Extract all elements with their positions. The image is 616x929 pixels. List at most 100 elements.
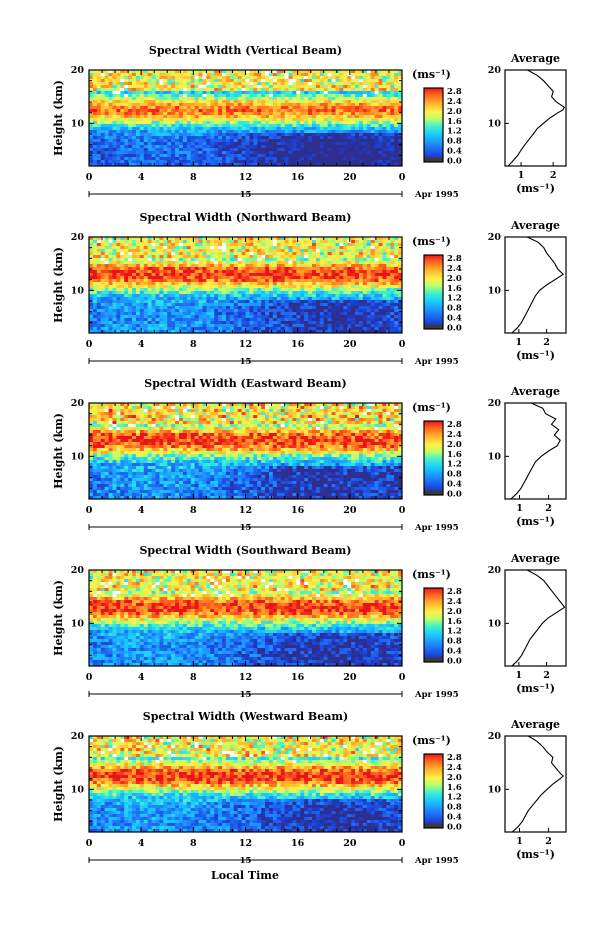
heatmap-cell <box>398 288 403 292</box>
heatmap-cell <box>304 157 309 161</box>
heatmap-cell <box>233 112 239 116</box>
heatmap-cell <box>315 264 321 268</box>
heatmap-cell <box>296 303 301 307</box>
heatmap-cell <box>143 133 149 137</box>
heatmap-cell <box>206 315 211 319</box>
heatmap-cell <box>202 100 207 104</box>
heatmap-cell <box>89 288 94 292</box>
heatmap-cell <box>292 82 297 86</box>
heatmap-cell <box>202 267 207 271</box>
heatmap-cell <box>351 252 356 256</box>
heatmap-cell <box>241 279 246 283</box>
heatmap-cell <box>194 151 199 155</box>
heatmap-cell <box>292 285 297 289</box>
heatmap-cell <box>398 163 403 167</box>
heatmap-cell <box>312 70 317 74</box>
heatmap-cell <box>96 115 102 119</box>
heatmap-cell <box>104 82 109 86</box>
heatmap-cell <box>261 267 266 271</box>
heatmap-cell <box>355 88 360 92</box>
heatmap-cell <box>135 121 141 125</box>
heatmap-cell <box>296 157 301 161</box>
heatmap-cell <box>315 267 321 271</box>
heatmap-cell <box>276 258 282 262</box>
heatmap-cell <box>225 288 231 292</box>
heatmap-cell <box>335 88 340 92</box>
heatmap-cell <box>167 252 172 256</box>
heatmap-cell <box>151 151 156 155</box>
heatmap-cell <box>382 76 387 80</box>
heatmap-cell <box>280 109 286 113</box>
heatmap-cell <box>370 270 376 274</box>
heatmap-cell <box>124 315 129 319</box>
heatmap-cell <box>276 264 282 268</box>
heatmap-cell <box>390 76 395 80</box>
heatmap-cell <box>202 291 207 295</box>
heatmap-cell <box>202 309 207 313</box>
heatmap-cell <box>358 112 364 116</box>
heatmap-cell <box>378 157 383 161</box>
heatmap-cell <box>370 315 376 319</box>
heatmap-cell <box>319 151 325 155</box>
heatmap-cell <box>343 127 348 131</box>
heatmap-cell <box>108 109 113 113</box>
heatmap-cell <box>339 163 344 167</box>
heatmap-cell <box>355 255 360 259</box>
heatmap-cell <box>206 264 211 268</box>
heatmap-cell <box>89 70 94 74</box>
heatmap-cell <box>210 103 215 107</box>
heatmap-cell <box>343 261 348 265</box>
heatmap-cell <box>198 112 203 116</box>
heatmap-cell <box>308 160 313 164</box>
heatmap-cell <box>327 133 332 137</box>
heatmap-cell <box>265 70 270 74</box>
heatmap-cell <box>186 85 192 89</box>
heatmap-cell <box>351 94 356 98</box>
heatmap-cell <box>210 264 215 268</box>
heatmap-cell <box>374 309 379 313</box>
heatmap-cell <box>245 136 250 140</box>
heatmap-cell <box>108 273 113 277</box>
heatmap-cell <box>296 121 301 125</box>
heatmap-cell <box>288 109 293 113</box>
heatmap-cell <box>186 282 192 286</box>
heatmap-cell <box>237 240 242 244</box>
heatmap-cell <box>147 279 152 283</box>
heatmap-cell <box>135 154 141 158</box>
heatmap-cell <box>370 76 376 80</box>
heatmap-cell <box>194 145 199 149</box>
heatmap-cell <box>253 312 258 316</box>
heatmap-cell <box>229 315 235 319</box>
heatmap-cell <box>315 276 321 280</box>
heatmap-cell <box>116 318 121 322</box>
heatmap-cell <box>355 252 360 256</box>
heatmap-cell <box>214 303 219 307</box>
heatmap-cell <box>233 106 239 110</box>
heatmap-cell <box>362 315 368 319</box>
heatmap-cell <box>116 258 121 262</box>
heatmap-cell <box>202 124 207 128</box>
heatmap-cell <box>186 255 192 259</box>
heatmap-cell <box>253 148 258 152</box>
heatmap-cell <box>366 318 372 322</box>
heatmap-cell <box>155 273 160 277</box>
heatmap-cell <box>394 76 399 80</box>
heatmap-cell <box>308 148 313 152</box>
heatmap-cell <box>182 309 188 313</box>
heatmap-cell <box>104 115 109 119</box>
heatmap-cell <box>198 258 203 262</box>
heatmap-cell <box>143 151 149 155</box>
heatmap-cell <box>261 252 266 256</box>
heatmap-cell <box>198 297 203 301</box>
heatmap-cell <box>249 154 254 158</box>
heatmap-cell <box>265 270 270 274</box>
heatmap-cell <box>268 139 274 143</box>
heatmap-cell <box>108 243 113 247</box>
heatmap-cell <box>308 103 313 107</box>
heatmap-cell <box>178 136 184 140</box>
heatmap-cell <box>100 163 106 167</box>
heatmap-cell <box>112 97 117 101</box>
heatmap-cell <box>296 160 301 164</box>
heatmap-cell <box>304 133 309 137</box>
heatmap-cell <box>300 130 305 134</box>
